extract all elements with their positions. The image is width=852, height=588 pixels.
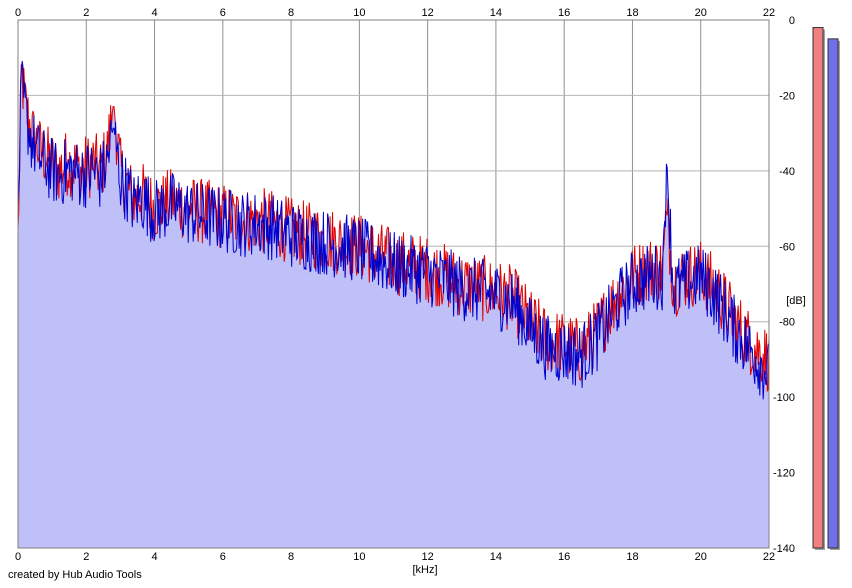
x-axis-label: [kHz] — [412, 564, 437, 576]
x-tick-label-top: 18 — [626, 7, 638, 19]
x-tick-label-top: 20 — [695, 7, 707, 19]
series-line-2 — [17, 60, 769, 400]
x-tick-label-bottom: 0 — [15, 551, 21, 563]
x-tick-label-bottom: 4 — [151, 551, 157, 563]
x-tick-label-bottom: 12 — [422, 551, 434, 563]
level-meter-bar — [812, 27, 824, 549]
x-tick-label-top: 4 — [151, 7, 157, 19]
y-tick-label: -20 — [779, 90, 795, 102]
x-tick-label-bottom: 14 — [490, 551, 502, 563]
credit-text: created by Hub Audio Tools — [8, 569, 142, 581]
level-meters — [812, 27, 840, 551]
y-axis-right: 0 -20 -40 -60 -80 -100 -120 -140 — [773, 15, 795, 555]
x-tick-label-top: 10 — [353, 7, 365, 19]
x-tick-label-top: 0 — [15, 7, 21, 19]
x-axis-bottom: 0 2 4 6 8 10 12 14 16 18 20 22 — [15, 551, 775, 563]
x-tick-label-bottom: 16 — [558, 551, 570, 563]
x-tick-label-bottom: 22 — [763, 551, 775, 563]
y-tick-label: -40 — [779, 166, 795, 178]
x-tick-label-top: 14 — [490, 7, 502, 19]
level-meter-bar — [827, 38, 839, 549]
x-axis-top: 0 2 4 6 8 10 12 14 16 18 20 22 — [15, 7, 775, 19]
x-tick-label-bottom: 2 — [83, 551, 89, 563]
spectrum-area-fill — [18, 61, 769, 548]
y-tick-label: 0 — [789, 15, 795, 27]
x-tick-label-top: 6 — [220, 7, 226, 19]
y-tick-label: -80 — [779, 317, 795, 329]
x-tick-label-top: 22 — [763, 7, 775, 19]
x-tick-label-top: 12 — [422, 7, 434, 19]
x-tick-label-top: 2 — [83, 7, 89, 19]
x-tick-label-bottom: 8 — [288, 551, 294, 563]
y-tick-label: -100 — [773, 392, 795, 404]
y-tick-label: -60 — [779, 241, 795, 253]
y-tick-label: -140 — [773, 543, 795, 555]
y-tick-label: -120 — [773, 468, 795, 480]
x-tick-label-bottom: 18 — [626, 551, 638, 563]
x-tick-label-bottom: 6 — [220, 551, 226, 563]
plot-frame — [17, 19, 770, 549]
x-tick-label-bottom: 20 — [695, 551, 707, 563]
x-tick-label-top: 8 — [288, 7, 294, 19]
x-tick-label-bottom: 10 — [353, 551, 365, 563]
x-tick-label-top: 16 — [558, 7, 570, 19]
spectrum-series-lines — [17, 60, 770, 400]
y-axis-label: [dB] — [786, 295, 806, 307]
